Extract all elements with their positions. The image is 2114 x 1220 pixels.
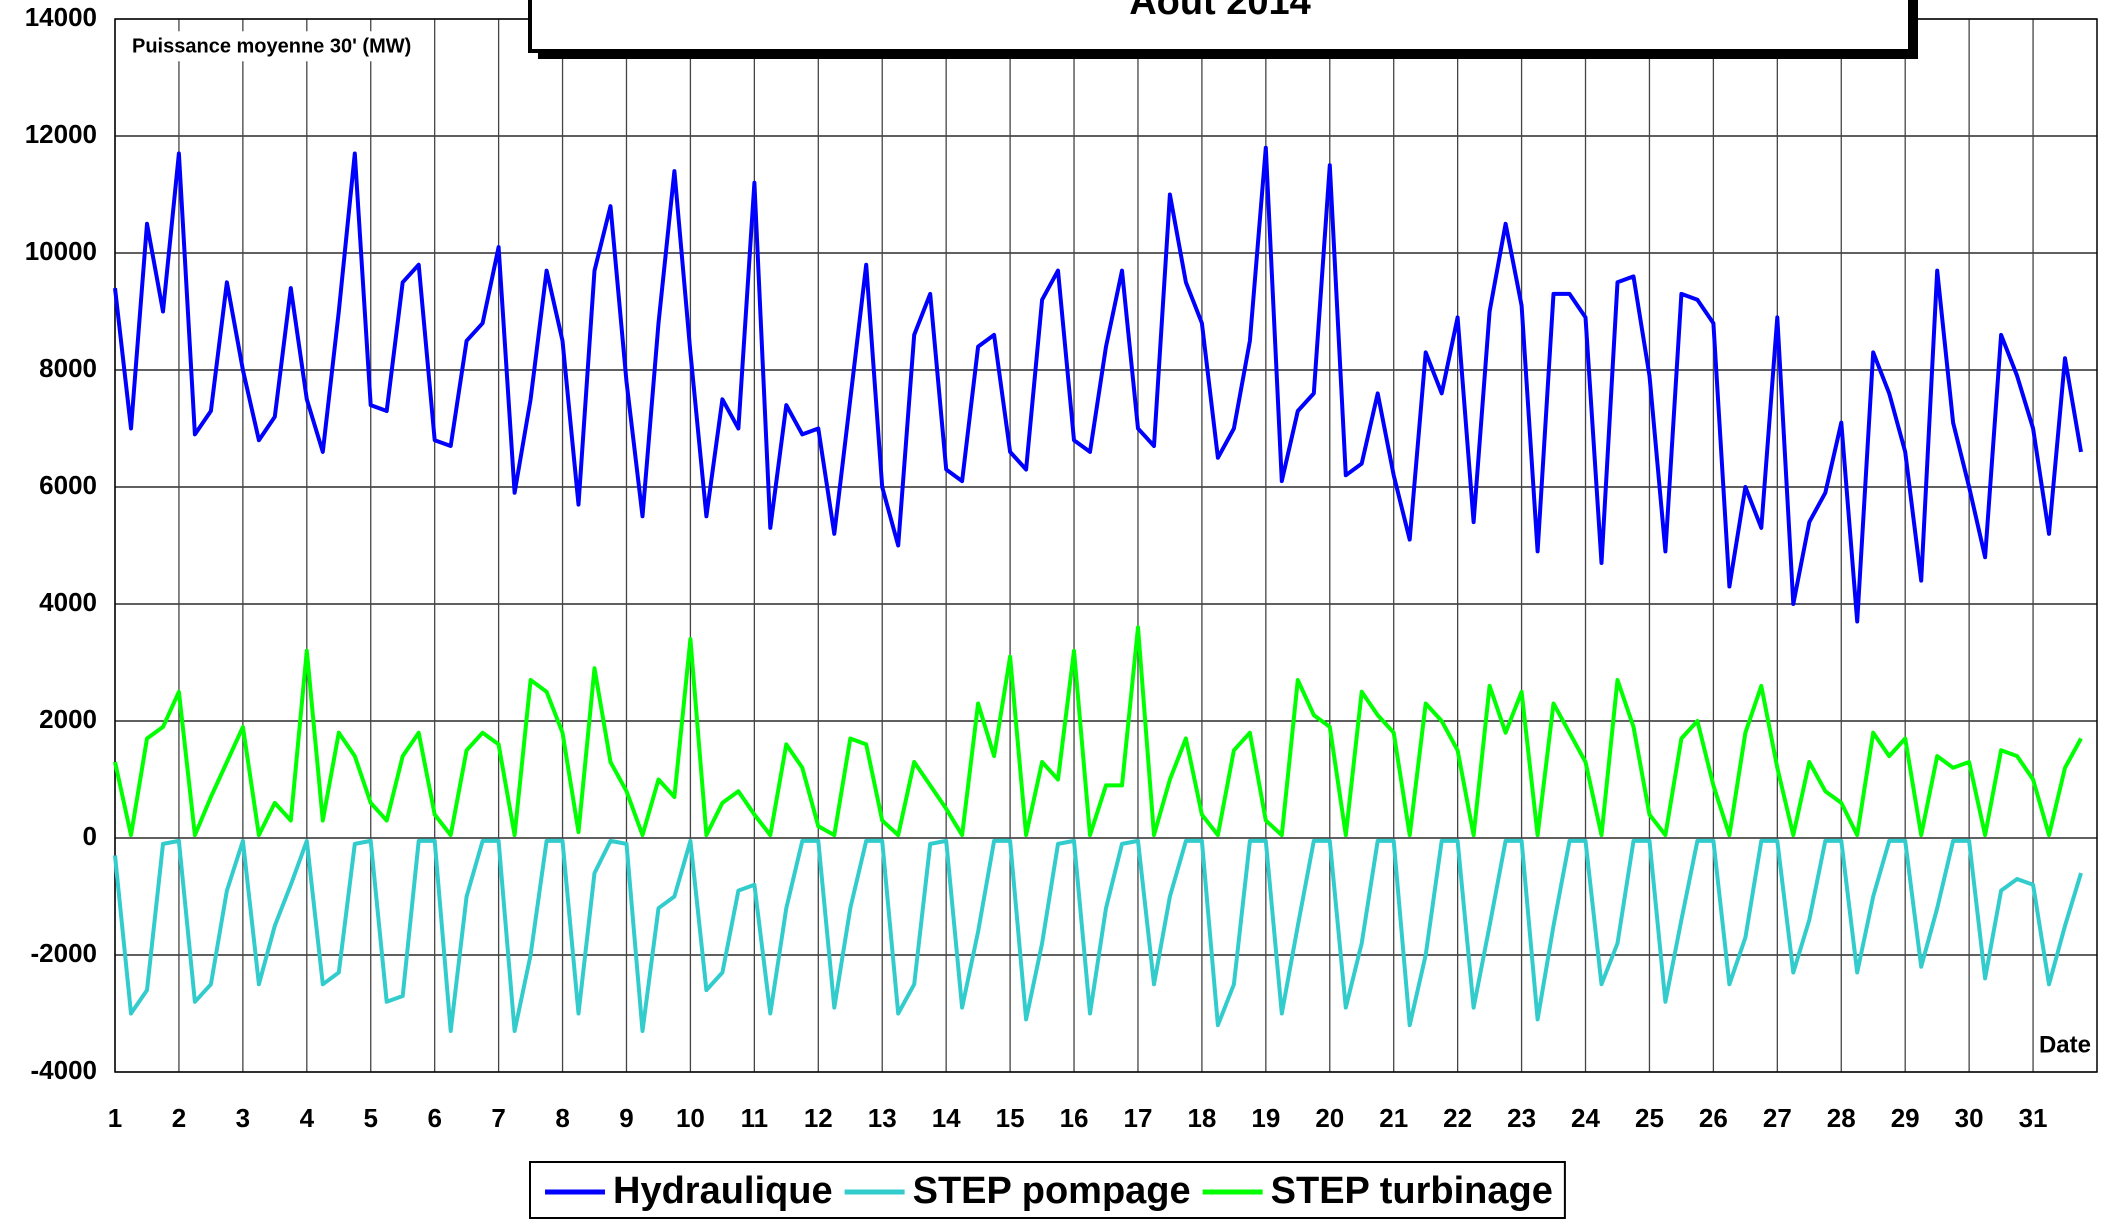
title-box xyxy=(528,0,1912,53)
legend-label: STEP pompage xyxy=(913,1170,1191,1212)
x-tick-label: 4 xyxy=(300,1103,315,1133)
x-tick-label: 7 xyxy=(491,1103,505,1133)
y-tick-label: 2000 xyxy=(39,704,97,734)
legend-label: STEP turbinage xyxy=(1271,1170,1553,1212)
legend-box xyxy=(529,1161,1566,1219)
y-tick-label: 12000 xyxy=(25,119,97,149)
x-tick-label: 1 xyxy=(108,1103,122,1133)
x-tick-label: 12 xyxy=(804,1103,833,1133)
x-tick-label: 23 xyxy=(1507,1103,1536,1133)
x-tick-label: 30 xyxy=(1955,1103,1984,1133)
x-tick-label: 15 xyxy=(996,1103,1025,1133)
x-tick-label: 17 xyxy=(1124,1103,1153,1133)
x-tick-label: 11 xyxy=(741,1103,769,1133)
series-line xyxy=(113,625,2083,838)
x-tick-label: 26 xyxy=(1699,1103,1728,1133)
x-tick-label: 21 xyxy=(1379,1103,1408,1133)
y-axis-label: Puissance moyenne 30' (MW) xyxy=(132,35,411,57)
x-axis-label: Date xyxy=(2039,1031,2091,1058)
x-tick-label: 28 xyxy=(1827,1103,1856,1133)
y-tick-label: 8000 xyxy=(39,353,97,383)
y-tick-label: 10000 xyxy=(25,236,97,266)
legend-label: Hydraulique xyxy=(613,1170,833,1212)
x-tick-label: 29 xyxy=(1891,1103,1920,1133)
x-tick-label: 10 xyxy=(676,1103,705,1133)
x-tick-label: 27 xyxy=(1763,1103,1792,1133)
x-tick-label: 22 xyxy=(1443,1103,1472,1133)
x-tick-label: 6 xyxy=(427,1103,441,1133)
x-tick-label: 5 xyxy=(364,1103,378,1133)
x-tick-label: 8 xyxy=(555,1103,569,1133)
x-tick-label: 18 xyxy=(1187,1103,1216,1133)
x-tick-label: 25 xyxy=(1635,1103,1664,1133)
x-tick-label: 16 xyxy=(1060,1103,1089,1133)
x-tick-label: 2 xyxy=(172,1103,186,1133)
x-tick-label: 3 xyxy=(236,1103,250,1133)
y-tick-label: -2000 xyxy=(31,938,98,968)
x-tick-label: 24 xyxy=(1571,1103,1600,1133)
y-label-bg xyxy=(126,31,418,62)
y-tick-label: 4000 xyxy=(39,587,97,617)
series-line xyxy=(113,145,2083,624)
y-tick-label: -4000 xyxy=(31,1055,98,1085)
y-tick-label: 0 xyxy=(83,821,97,851)
chart-title: Août 2014 xyxy=(1129,0,1311,23)
x-label-bg xyxy=(2034,1029,2095,1061)
series-line xyxy=(113,838,2083,1033)
y-tick-label: 6000 xyxy=(39,470,97,500)
x-tick-label: 14 xyxy=(932,1103,961,1133)
x-tick-label: 20 xyxy=(1315,1103,1344,1133)
x-tick-label: 31 xyxy=(2019,1103,2048,1133)
x-tick-label: 9 xyxy=(619,1103,633,1133)
y-tick-label: 14000 xyxy=(25,2,97,32)
x-tick-label: 19 xyxy=(1251,1103,1280,1133)
x-tick-label: 13 xyxy=(868,1103,897,1133)
